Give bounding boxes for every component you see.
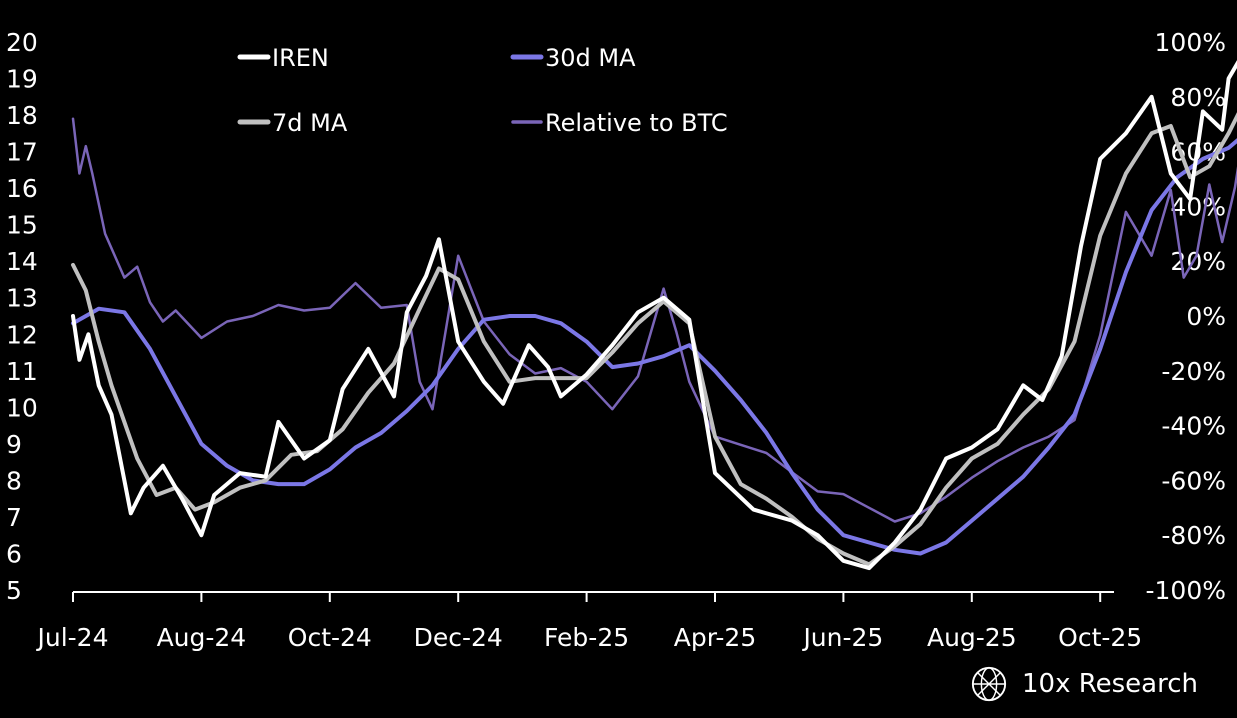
- series-line-relative-to-btc: [71, 117, 1237, 523]
- x-tick-label: Jul-24: [36, 623, 109, 652]
- y-left-tick-label: 20: [6, 28, 38, 57]
- series-line-7d-ma: [71, 112, 1237, 567]
- x-tick-label: Dec-24: [414, 623, 503, 652]
- globe-logo-icon: [971, 666, 1007, 702]
- x-tick-label: Jun-25: [801, 623, 883, 652]
- y-left-tick-label: 7: [6, 503, 22, 532]
- y-right-tick-label: -60%: [1161, 466, 1226, 495]
- legend: IREN 30d MA 7d MA Relative to BTC: [237, 44, 728, 137]
- legend-label: 30d MA: [545, 44, 636, 72]
- y-right-tick-label: 80%: [1170, 83, 1226, 112]
- series-line-iren: [71, 60, 1237, 571]
- y-left-tick-label: 8: [6, 466, 22, 495]
- y-right-tick-label: 0%: [1186, 302, 1226, 331]
- brand-watermark: 10x Research: [970, 664, 1198, 704]
- x-tick-label: Aug-24: [157, 623, 247, 652]
- y-left-tick-label: 9: [6, 430, 22, 459]
- y-right-tick-label: -40%: [1161, 412, 1226, 441]
- y-right-tick-label: 100%: [1155, 28, 1226, 57]
- y-left-tick-label: 6: [6, 539, 22, 568]
- y-left-tick-label: 18: [6, 101, 38, 130]
- x-tick-label: Oct-24: [288, 623, 372, 652]
- y-right-tick-label: -20%: [1161, 357, 1226, 386]
- x-tick-label: Aug-25: [927, 623, 1017, 652]
- x-axis-ticks: Jul-24 Aug-24 Oct-24 Dec-24 Feb-25 Apr-25 Jun-…: [36, 592, 1142, 652]
- y-left-tick-label: 16: [6, 174, 38, 203]
- left-axis-ticks: 20 19 18 17 16 15 14 13 12 11 10 9 8 7 6 5: [6, 28, 38, 605]
- brand-name: 10x Research: [1022, 669, 1198, 699]
- y-left-tick-label: 15: [6, 211, 38, 240]
- y-right-tick-label: -100%: [1146, 576, 1227, 605]
- series-line-30d-ma: [71, 138, 1237, 556]
- y-left-tick-label: 13: [6, 284, 38, 313]
- y-left-tick-label: 17: [6, 138, 38, 167]
- x-tick-label: Apr-25: [674, 623, 756, 652]
- y-left-tick-label: 5: [6, 576, 22, 605]
- y-left-tick-label: 19: [6, 65, 38, 94]
- x-tick-label: Oct-25: [1058, 623, 1142, 652]
- y-left-tick-label: 12: [6, 320, 38, 349]
- y-left-tick-label: 14: [6, 247, 38, 276]
- y-right-tick-label: -80%: [1161, 521, 1226, 550]
- x-tick-label: Feb-25: [544, 623, 629, 652]
- legend-label: IREN: [272, 44, 329, 72]
- right-axis-ticks: 100%80%60%40%20%0%-20%-40%-60%-80%-100%: [1146, 28, 1227, 605]
- series-layer: [71, 60, 1237, 571]
- legend-label: Relative to BTC: [545, 109, 728, 137]
- y-left-tick-label: 11: [6, 357, 38, 386]
- legend-label: 7d MA: [272, 109, 348, 137]
- y-left-tick-label: 10: [6, 393, 38, 422]
